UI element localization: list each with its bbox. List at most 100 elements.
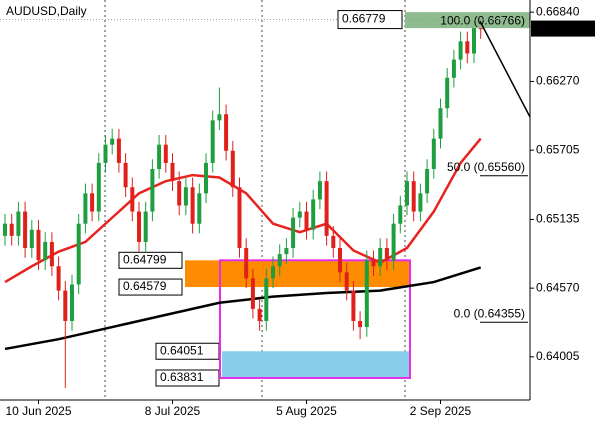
trend-line (479, 20, 531, 118)
zone-label-box (118, 278, 183, 296)
candle-body (157, 144, 162, 169)
current-price-label: 0.66705 (536, 21, 580, 35)
candle-body (445, 77, 450, 109)
y-tick-label: 0.66270 (536, 74, 580, 88)
candle-body (458, 41, 463, 60)
y-tick-label: 0.65135 (536, 212, 580, 226)
candle-body (237, 187, 242, 249)
candle-body (49, 241, 54, 267)
x-tick-label: 8 Jul 2025 (145, 404, 201, 418)
candle-body (177, 181, 182, 206)
selection-box (219, 259, 411, 379)
zone-label: 0.63831 (160, 370, 204, 384)
moving-average (4, 137, 482, 284)
candle-body (244, 248, 249, 279)
candle-body (90, 193, 95, 212)
fib-label: 50.0 (0.65560) (447, 160, 525, 174)
candle-body (371, 260, 376, 267)
fib-box (405, 12, 530, 29)
candle-body (284, 248, 289, 255)
candle-body (224, 114, 229, 151)
candle-body (384, 248, 389, 261)
y-tick-label: 0.64005 (536, 349, 580, 363)
candle-body (378, 248, 383, 267)
zone-label: 0.64051 (160, 343, 204, 357)
candle-body (9, 223, 14, 236)
marker-box (337, 10, 403, 30)
x-tick-label: 5 Aug 2025 (276, 404, 337, 418)
zone-label: 0.64579 (123, 279, 167, 293)
candle-body (143, 211, 148, 242)
candle-body (351, 290, 356, 321)
candle-body (70, 284, 74, 321)
candle-body (16, 211, 21, 236)
candle-body (451, 59, 456, 78)
candle-body (63, 290, 68, 321)
candle-body (358, 320, 363, 328)
candle-body (197, 193, 202, 224)
candle-body (411, 181, 416, 212)
candle-body (364, 260, 369, 328)
moving-average (4, 266, 482, 351)
candle-body (43, 241, 48, 261)
candle-body (425, 168, 430, 194)
candle-body (170, 162, 175, 182)
marker-label: 0.66779 (342, 12, 386, 26)
candle-body (344, 272, 349, 291)
candle-body (317, 181, 322, 200)
candle-body (338, 248, 342, 273)
zone-label: 0.64799 (123, 252, 167, 266)
candle-body (324, 181, 329, 236)
x-tick-label: 2 Sep 2025 (410, 404, 472, 418)
candle-body (264, 278, 269, 321)
candle-body (304, 211, 309, 230)
candle-body (271, 266, 275, 279)
y-tick-label: 0.66840 (536, 4, 580, 18)
candle-body (210, 120, 215, 163)
candle-body (311, 199, 316, 230)
chart-title: AUDUSD,Daily (6, 4, 87, 18)
candle-body (36, 229, 41, 261)
fib-label: 0.0 (0.64355) (454, 306, 525, 320)
candle-body (3, 223, 7, 236)
candle-body (116, 138, 121, 163)
candle-body (130, 187, 135, 212)
candle-body (103, 144, 108, 163)
candle-body (472, 26, 476, 54)
candle-body (465, 41, 470, 54)
candle-body (204, 162, 208, 194)
x-tick-label: 10 Jun 2025 (5, 404, 71, 418)
candle-body (297, 211, 302, 218)
candle-body (56, 266, 61, 291)
candle-body (29, 229, 34, 249)
candle-body (438, 108, 443, 139)
candle-body (405, 181, 409, 206)
candle-body (123, 162, 128, 188)
candle-body (331, 235, 336, 249)
y-tick-label: 0.64570 (536, 280, 580, 294)
candle-body (76, 223, 81, 285)
candle-body (431, 138, 436, 169)
candle-body (110, 138, 115, 145)
candle-body (217, 114, 222, 121)
candle-body (23, 211, 28, 249)
candle-body (83, 193, 88, 224)
candle-body (291, 217, 296, 249)
fib-label: 100.0 (0.66766) (440, 13, 525, 27)
zone (185, 260, 410, 288)
candle-body (230, 150, 235, 188)
current-price-box (531, 20, 595, 37)
candle-body (398, 205, 403, 224)
candle-body (190, 187, 195, 224)
candle-body (391, 223, 396, 261)
candle-body (96, 162, 101, 212)
zone-label-box (118, 251, 183, 269)
candle-body (277, 254, 282, 267)
candle-body (183, 187, 188, 206)
zone (222, 351, 410, 378)
candle-body (163, 144, 168, 163)
candle-body (418, 193, 423, 212)
candle-body (250, 278, 255, 309)
candle-body (257, 308, 262, 321)
